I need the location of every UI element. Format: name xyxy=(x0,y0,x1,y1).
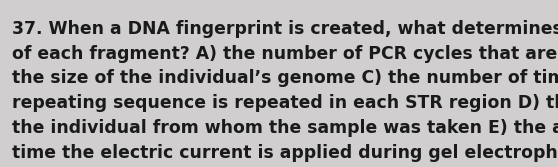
Text: repeating sequence is repeated in each STR region D) the age of: repeating sequence is repeated in each S… xyxy=(12,94,558,112)
Text: 37. When a DNA fingerprint is created, what determines the size: 37. When a DNA fingerprint is created, w… xyxy=(12,20,558,38)
Text: the individual from whom the sample was taken E) the amount of: the individual from whom the sample was … xyxy=(12,119,558,137)
Text: the size of the individual’s genome C) the number of times the: the size of the individual’s genome C) t… xyxy=(12,69,558,88)
Text: time the electric current is applied during gel electrophoresis: time the electric current is applied dur… xyxy=(12,144,558,162)
Text: of each fragment? A) the number of PCR cycles that are used B): of each fragment? A) the number of PCR c… xyxy=(12,45,558,63)
